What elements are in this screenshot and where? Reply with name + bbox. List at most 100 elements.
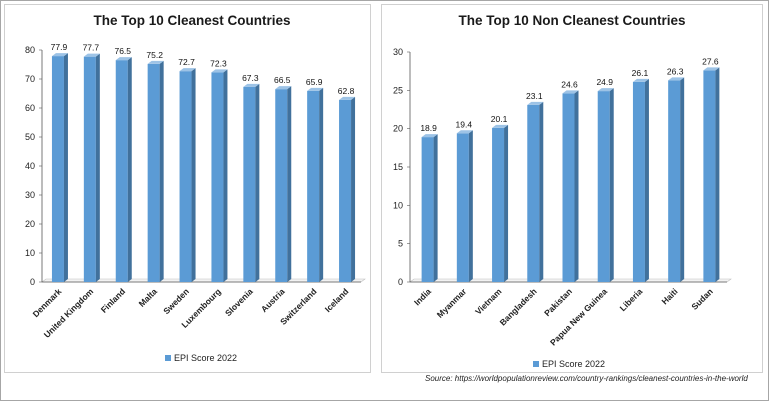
chart-title: The Top 10 Cleanest Countries	[93, 13, 290, 28]
data-label: 77.9	[51, 42, 68, 52]
bar	[632, 81, 645, 283]
data-label: 27.6	[702, 56, 719, 66]
data-label: 62.8	[338, 86, 355, 96]
data-label: 65.9	[306, 77, 323, 87]
bar-top	[243, 83, 260, 87]
category-label: Slovenia	[223, 286, 255, 318]
data-label: 67.3	[242, 73, 259, 83]
data-label: 72.3	[210, 58, 227, 68]
data-label: 24.9	[596, 77, 613, 87]
bar-top	[83, 53, 100, 57]
y-tick-label: 30	[25, 190, 35, 200]
y-tick-label: 10	[25, 248, 35, 258]
category-label: Denmark	[31, 286, 64, 319]
y-tick-label: 0	[398, 277, 403, 287]
bar-top	[632, 78, 649, 82]
bar-side	[223, 69, 228, 282]
bar-side	[63, 53, 68, 283]
data-label: 24.6	[561, 79, 578, 89]
bar-side	[644, 78, 649, 283]
y-tick-label: 60	[25, 103, 35, 113]
category-label: Pakistan	[542, 286, 574, 318]
y-tick-label: 0	[30, 277, 35, 287]
data-label: 76.5	[114, 46, 131, 56]
data-label: 72.7	[178, 57, 195, 67]
data-label: 20.1	[491, 114, 508, 124]
chart-title: The Top 10 Non Cleanest Countries	[458, 13, 685, 28]
category-label: India	[412, 286, 433, 307]
category-label: Iceland	[323, 286, 351, 314]
data-label: 66.5	[274, 75, 291, 85]
data-label: 26.3	[667, 66, 684, 76]
bar-side	[319, 87, 324, 282]
bar	[421, 137, 434, 282]
bar-top	[703, 67, 720, 71]
bar	[179, 71, 192, 282]
category-label: Sweden	[161, 286, 191, 316]
legend: EPI Score 2022	[165, 353, 237, 363]
bar-side	[468, 130, 473, 282]
data-label: 26.1	[632, 68, 649, 78]
bar	[307, 90, 320, 282]
bar	[562, 93, 575, 283]
bar-top	[668, 77, 685, 81]
data-label: 75.2	[146, 50, 163, 60]
bar-side	[574, 90, 579, 283]
bar-side	[539, 101, 544, 283]
bar-side	[191, 68, 196, 282]
bar-side	[351, 96, 356, 282]
bar-top	[147, 60, 164, 64]
bar-side	[504, 124, 509, 283]
chart-non-cleanest-countries: The Top 10 Non Cleanest Countries 0 5 10 15 2…	[393, 13, 732, 369]
bar-top	[562, 90, 579, 94]
y-tick-label: 30	[393, 47, 403, 57]
bar	[703, 70, 716, 283]
bar	[147, 63, 160, 282]
bar-side	[715, 67, 720, 283]
bar-top	[307, 87, 324, 91]
category-label: Sudan	[689, 286, 714, 311]
bar-top	[211, 69, 228, 73]
y-tick-label: 70	[25, 74, 35, 84]
bar	[51, 56, 64, 283]
category-label: Liberia	[618, 286, 645, 313]
y-tick-label: 40	[25, 161, 35, 171]
data-label: 18.9	[420, 123, 437, 133]
bar	[492, 127, 505, 283]
data-label: 23.1	[526, 91, 543, 101]
bar	[668, 80, 681, 282]
bar	[597, 91, 610, 282]
category-label: Haiti	[659, 286, 679, 306]
bar-top	[527, 101, 544, 105]
legend-label: EPI Score 2022	[542, 359, 605, 369]
bar-side	[159, 60, 164, 282]
legend: EPI Score 2022	[533, 359, 605, 369]
bar-top	[597, 88, 614, 92]
chart-panel-cleanest: The Top 10 Cleanest Countries 0 10 20 30 40 50…	[4, 4, 371, 373]
y-tick-label: 5	[398, 239, 403, 249]
data-label: 77.7	[83, 43, 100, 53]
bar-side	[680, 77, 685, 282]
legend-label: EPI Score 2022	[174, 353, 237, 363]
bar-side	[127, 57, 132, 283]
bar-top	[492, 124, 509, 128]
chart-cleanest-countries: The Top 10 Cleanest Countries 0 10 20 30 40 50…	[25, 13, 366, 363]
bar-top	[275, 86, 292, 90]
bar	[275, 89, 288, 283]
category-label: Bangladesh	[498, 286, 539, 327]
chart-panel-non-cleanest: The Top 10 Non Cleanest Countries 0 5 10 15 2…	[381, 4, 763, 373]
bar-side	[255, 83, 260, 282]
y-tick-label: 20	[25, 219, 35, 229]
bar-top	[456, 130, 473, 134]
bar	[527, 104, 540, 283]
legend-swatch	[533, 361, 539, 367]
bar-side	[433, 134, 438, 282]
bar-top	[421, 134, 438, 138]
y-tick-label: 25	[393, 85, 403, 95]
bar	[339, 99, 352, 282]
legend-swatch	[165, 355, 171, 361]
bar-side	[287, 86, 292, 283]
bar	[243, 86, 256, 282]
y-tick-label: 80	[25, 45, 35, 55]
